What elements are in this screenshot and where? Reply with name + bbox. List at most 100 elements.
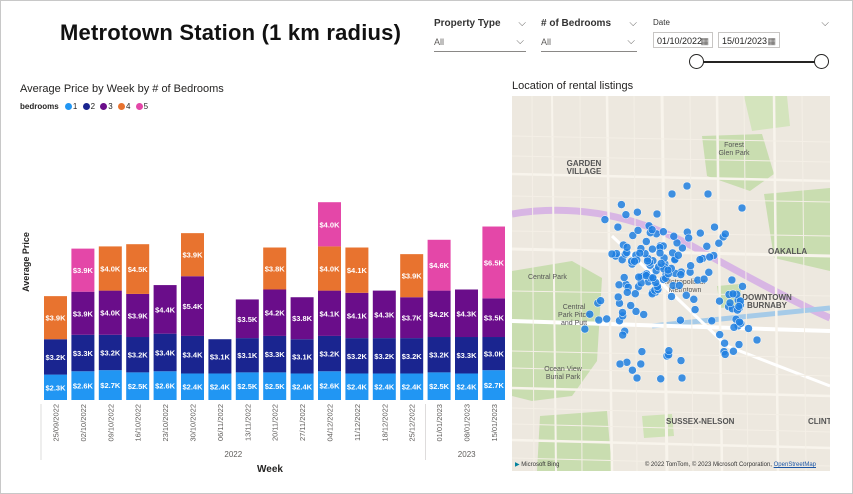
legend-item-5[interactable]: 5 bbox=[135, 102, 148, 111]
bar-segment[interactable] bbox=[427, 372, 451, 400]
osm-link[interactable]: OpenStreetMap bbox=[773, 462, 816, 468]
bar-segment[interactable] bbox=[98, 334, 122, 371]
bar-segment[interactable] bbox=[44, 374, 67, 400]
listing-point[interactable] bbox=[667, 292, 676, 301]
bar-segment[interactable] bbox=[263, 247, 287, 290]
listing-point[interactable] bbox=[633, 207, 642, 217]
bar-segment[interactable] bbox=[181, 233, 204, 277]
bar-segment[interactable] bbox=[345, 292, 369, 339]
bar-segment[interactable] bbox=[482, 370, 505, 400]
listing-point[interactable] bbox=[703, 189, 713, 199]
bar-segment[interactable] bbox=[372, 290, 396, 339]
listings-map[interactable]: GARDEN VILLAGE Forest Glen Park OAKALLA … bbox=[512, 96, 830, 471]
legend-item-1[interactable]: 1 bbox=[64, 102, 77, 111]
bar-segment[interactable] bbox=[290, 373, 314, 400]
listing-point[interactable] bbox=[710, 222, 719, 232]
bar-segment[interactable] bbox=[126, 244, 150, 294]
start-date-input[interactable]: 01/10/2022 ▦ bbox=[653, 32, 713, 48]
bar-segment[interactable] bbox=[455, 373, 478, 400]
bar-segment[interactable] bbox=[290, 297, 314, 340]
bar-segment[interactable] bbox=[71, 371, 95, 400]
bar-segment[interactable] bbox=[400, 297, 424, 339]
listing-point[interactable] bbox=[656, 259, 666, 268]
bar-segment[interactable] bbox=[400, 254, 424, 298]
listing-point[interactable] bbox=[632, 373, 642, 383]
listing-point[interactable] bbox=[686, 261, 695, 270]
range-end-handle[interactable] bbox=[814, 54, 829, 69]
listing-point[interactable] bbox=[580, 324, 590, 334]
listing-point[interactable] bbox=[621, 210, 631, 219]
bar-segment[interactable] bbox=[400, 373, 424, 400]
bar-segment[interactable] bbox=[71, 334, 95, 372]
listing-point[interactable] bbox=[648, 273, 658, 283]
bar-segment[interactable] bbox=[482, 298, 505, 338]
bar-segment[interactable] bbox=[181, 373, 204, 400]
listing-point[interactable] bbox=[707, 316, 717, 326]
bar-segment[interactable] bbox=[98, 290, 122, 335]
bar-segment[interactable] bbox=[455, 337, 478, 374]
listing-point[interactable] bbox=[618, 308, 627, 317]
listing-point[interactable] bbox=[720, 338, 729, 348]
listing-point[interactable] bbox=[637, 347, 647, 356]
listing-points[interactable] bbox=[512, 96, 830, 471]
listing-point[interactable] bbox=[594, 315, 604, 325]
listing-point[interactable] bbox=[642, 237, 651, 246]
listing-point[interactable] bbox=[689, 295, 699, 304]
listing-point[interactable] bbox=[628, 231, 638, 240]
listing-point[interactable] bbox=[738, 282, 747, 291]
listing-point[interactable] bbox=[607, 249, 617, 259]
bar-segment[interactable] bbox=[427, 337, 451, 373]
bar-segment[interactable] bbox=[263, 372, 287, 400]
listing-point[interactable] bbox=[622, 243, 632, 252]
listing-point[interactable] bbox=[690, 305, 700, 314]
listing-point[interactable] bbox=[721, 229, 730, 239]
listing-point[interactable] bbox=[682, 181, 692, 191]
listing-point[interactable] bbox=[628, 365, 637, 375]
chevron-down-icon[interactable]: ⌵ bbox=[518, 18, 526, 29]
listing-point[interactable] bbox=[663, 265, 673, 275]
listing-point[interactable] bbox=[623, 288, 632, 297]
listing-point[interactable] bbox=[676, 270, 686, 279]
listing-point[interactable] bbox=[613, 222, 623, 232]
bar-segment[interactable] bbox=[153, 333, 177, 372]
listing-point[interactable] bbox=[729, 323, 739, 332]
listing-point[interactable] bbox=[602, 314, 611, 324]
bar-segment[interactable] bbox=[71, 291, 95, 335]
bar-segment[interactable] bbox=[482, 226, 505, 299]
legend-item-2[interactable]: 2 bbox=[82, 102, 95, 111]
bar-segment[interactable] bbox=[235, 372, 259, 400]
listing-point[interactable] bbox=[752, 335, 762, 345]
listing-point[interactable] bbox=[618, 330, 627, 340]
listing-point[interactable] bbox=[729, 347, 738, 356]
listing-point[interactable] bbox=[734, 302, 744, 311]
listing-point[interactable] bbox=[675, 281, 684, 290]
listing-point[interactable] bbox=[652, 209, 662, 219]
bar-segment[interactable] bbox=[44, 296, 67, 340]
listing-point[interactable] bbox=[744, 324, 753, 333]
chevron-down-icon[interactable]: ⌵ bbox=[629, 18, 637, 29]
bar-segment[interactable] bbox=[318, 202, 341, 247]
listing-point[interactable] bbox=[714, 238, 724, 248]
bar-segment[interactable] bbox=[345, 247, 369, 293]
listing-point[interactable] bbox=[702, 242, 712, 251]
calendar-icon[interactable]: ▦ bbox=[767, 36, 776, 46]
listing-point[interactable] bbox=[596, 296, 605, 305]
listing-point[interactable] bbox=[669, 232, 679, 241]
listing-point[interactable] bbox=[643, 256, 652, 266]
listing-point[interactable] bbox=[677, 373, 687, 383]
bar-segment[interactable] bbox=[263, 289, 287, 336]
end-date-input[interactable]: 15/01/2023 ▦ bbox=[718, 32, 780, 48]
bar-segment[interactable] bbox=[153, 285, 177, 334]
bar-segment[interactable] bbox=[126, 293, 150, 338]
bedrooms-dropdown[interactable]: All ⌵ bbox=[541, 36, 637, 52]
bar-segment[interactable] bbox=[318, 371, 341, 400]
listing-point[interactable] bbox=[727, 275, 737, 285]
listing-point[interactable] bbox=[656, 374, 665, 384]
listing-point[interactable] bbox=[639, 310, 648, 319]
listing-point[interactable] bbox=[705, 252, 714, 262]
bar-segment[interactable] bbox=[318, 335, 341, 372]
legend-item-3[interactable]: 3 bbox=[100, 102, 113, 111]
listing-point[interactable] bbox=[615, 359, 625, 369]
listing-point[interactable] bbox=[678, 243, 687, 253]
bar-segment[interactable] bbox=[290, 339, 314, 374]
